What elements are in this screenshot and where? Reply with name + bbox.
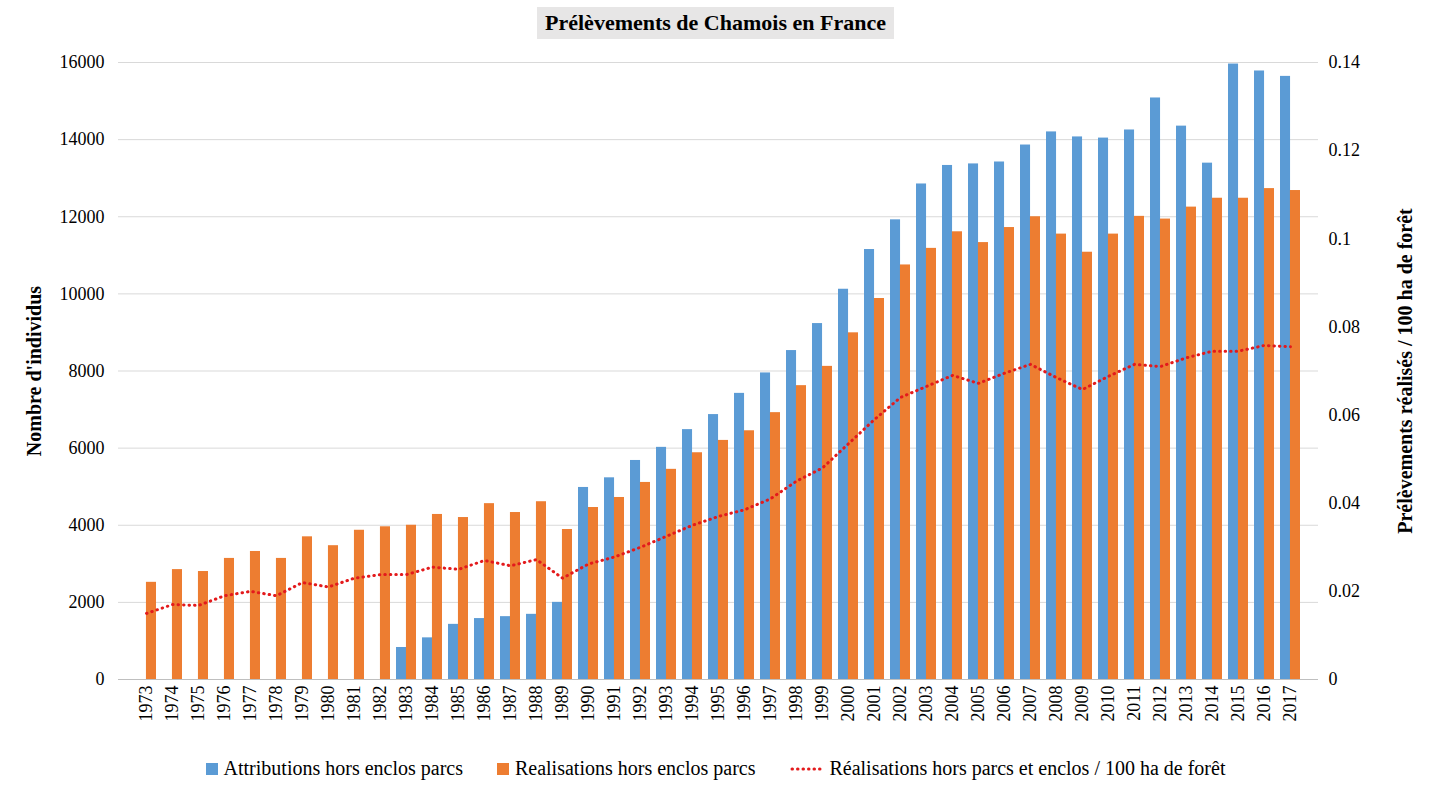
- svg-text:14000: 14000: [60, 129, 105, 149]
- svg-text:2006: 2006: [994, 686, 1014, 722]
- svg-text:0.06: 0.06: [1329, 405, 1361, 425]
- svg-text:2012: 2012: [1150, 686, 1170, 722]
- svg-text:2002: 2002: [890, 686, 910, 722]
- svg-text:16000: 16000: [60, 52, 105, 72]
- svg-text:2013: 2013: [1176, 686, 1196, 722]
- svg-text:0.04: 0.04: [1329, 493, 1361, 513]
- svg-text:1993: 1993: [656, 686, 676, 722]
- svg-text:1984: 1984: [422, 686, 442, 722]
- svg-text:1980: 1980: [318, 686, 338, 722]
- svg-text:1994: 1994: [682, 686, 702, 722]
- svg-text:0: 0: [1329, 669, 1338, 689]
- svg-text:0: 0: [96, 669, 105, 689]
- svg-text:1987: 1987: [500, 686, 520, 722]
- svg-text:2000: 2000: [838, 686, 858, 722]
- svg-text:1981: 1981: [344, 686, 364, 722]
- svg-text:1998: 1998: [786, 686, 806, 722]
- svg-text:6000: 6000: [69, 438, 105, 458]
- svg-text:1989: 1989: [552, 686, 572, 722]
- svg-text:2008: 2008: [1046, 686, 1066, 722]
- svg-text:1982: 1982: [370, 686, 390, 722]
- html-text:Attributions hors enclos parcs: Attributions hors enclos parcs: [223, 757, 463, 779]
- svg-text:1983: 1983: [396, 686, 416, 722]
- svg-text:1996: 1996: [734, 686, 754, 722]
- svg-text:0.08: 0.08: [1329, 317, 1361, 337]
- svg-text:1979: 1979: [292, 686, 312, 722]
- svg-text:2017: 2017: [1280, 686, 1300, 722]
- svg-text:2003: 2003: [916, 686, 936, 722]
- svg-text:1991: 1991: [604, 686, 624, 722]
- svg-text:2000: 2000: [69, 592, 105, 612]
- svg-text:10000: 10000: [60, 284, 105, 304]
- svg-text:1975: 1975: [188, 686, 208, 722]
- svg-text:2010: 2010: [1098, 686, 1118, 722]
- svg-text:12000: 12000: [60, 207, 105, 227]
- svg-text:0.14: 0.14: [1329, 52, 1361, 72]
- svg-text:1992: 1992: [630, 686, 650, 722]
- svg-text:1999: 1999: [812, 686, 832, 722]
- html-text:Nombre d'individus: Nombre d'individus: [22, 285, 45, 456]
- svg-text:2015: 2015: [1228, 686, 1248, 722]
- html-text:Prélèvements de Chamois en Fra: Prélèvements de Chamois en France: [545, 9, 886, 35]
- svg-text:1977: 1977: [240, 686, 260, 722]
- svg-text:1997: 1997: [760, 686, 780, 722]
- html-text:Prélèvements réalisés / 100 ha: Prélèvements réalisés / 100 ha de forêt: [1393, 207, 1416, 534]
- svg-text:0.1: 0.1: [1329, 229, 1352, 249]
- svg-text:1974: 1974: [162, 686, 182, 722]
- html-text:Réalisations hors parcs et enc: Réalisations hors parcs et enclos / 100 …: [829, 757, 1226, 779]
- svg-text:0.12: 0.12: [1329, 140, 1361, 160]
- svg-text:4000: 4000: [69, 515, 105, 535]
- svg-text:2005: 2005: [968, 686, 988, 722]
- svg-text:1995: 1995: [708, 686, 728, 722]
- svg-text:0.02: 0.02: [1329, 581, 1361, 601]
- svg-text:1990: 1990: [578, 686, 598, 722]
- svg-text:1986: 1986: [474, 686, 494, 722]
- html-text:Realisations hors enclos parcs: Realisations hors enclos parcs: [515, 757, 756, 779]
- svg-text:2007: 2007: [1020, 686, 1040, 722]
- svg-text:2004: 2004: [942, 686, 962, 722]
- svg-text:8000: 8000: [69, 361, 105, 381]
- svg-text:2011: 2011: [1124, 686, 1144, 721]
- svg-text:1988: 1988: [526, 686, 546, 722]
- svg-text:2016: 2016: [1254, 686, 1274, 722]
- svg-text:2001: 2001: [864, 686, 884, 722]
- svg-text:1976: 1976: [214, 686, 234, 722]
- svg-text:2014: 2014: [1202, 686, 1222, 722]
- svg-text:1985: 1985: [448, 686, 468, 722]
- svg-text:1978: 1978: [266, 686, 286, 722]
- svg-text:1973: 1973: [136, 686, 156, 722]
- svg-text:2009: 2009: [1072, 686, 1092, 722]
